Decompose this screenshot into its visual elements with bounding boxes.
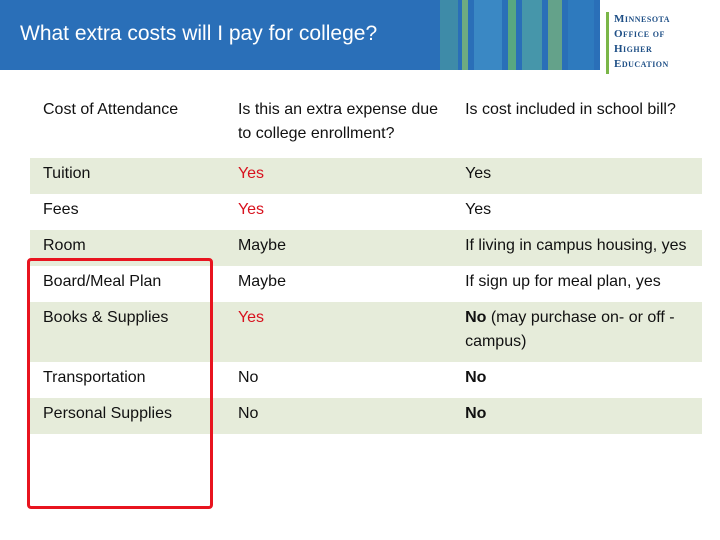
logo: Minnesota Office of Higher Education	[600, 0, 720, 90]
header-cost-of-attendance: Cost of Attendance	[30, 94, 225, 158]
table-header-row: Cost of Attendance Is this an extra expe…	[30, 94, 702, 158]
cost-table: Cost of Attendance Is this an extra expe…	[30, 94, 702, 434]
row-extra: Yes	[224, 194, 453, 230]
row-extra: Maybe	[224, 230, 453, 266]
logo-text: Minnesota Office of Higher Education	[614, 12, 670, 72]
table-row: Tuition Yes Yes	[30, 158, 702, 194]
included-note: (may purchase on- or off -campus)	[465, 309, 675, 350]
slide-title: What extra costs will I pay for college?	[20, 22, 378, 45]
row-extra: Yes	[224, 302, 453, 362]
table-row: Board/Meal Plan Maybe If sign up for mea…	[30, 266, 702, 302]
header-extra-expense: Is this an extra expense due to college …	[224, 94, 453, 158]
logo-mark	[606, 12, 609, 74]
row-item: Tuition	[30, 158, 225, 194]
row-included: No	[452, 398, 702, 434]
table-row: Fees Yes Yes	[30, 194, 702, 230]
row-item: Books & Supplies	[30, 302, 225, 362]
decorative-stripes	[440, 0, 600, 70]
logo-line: Education	[614, 58, 669, 70]
row-extra: Maybe	[224, 266, 453, 302]
row-included: No	[452, 362, 702, 398]
row-item: Fees	[30, 194, 225, 230]
row-included: No (may purchase on- or off -campus)	[452, 302, 702, 362]
table-row: Books & Supplies Yes No (may purchase on…	[30, 302, 702, 362]
logo-line: Higher	[614, 43, 653, 55]
header-included-in-bill: Is cost included in school bill?	[452, 94, 702, 158]
row-extra: Yes	[224, 158, 453, 194]
row-included: If living in campus housing, yes	[452, 230, 702, 266]
row-item: Personal Supplies	[30, 398, 225, 434]
row-extra: No	[224, 362, 453, 398]
table-row: Transportation No No	[30, 362, 702, 398]
row-extra: No	[224, 398, 453, 434]
row-item: Board/Meal Plan	[30, 266, 225, 302]
logo-line: Office of	[614, 28, 665, 40]
row-item: Transportation	[30, 362, 225, 398]
row-item: Room	[30, 230, 225, 266]
included-value: No	[465, 309, 487, 326]
table-row: Personal Supplies No No	[30, 398, 702, 434]
table-row: Room Maybe If living in campus housing, …	[30, 230, 702, 266]
row-included: Yes	[452, 158, 702, 194]
row-included: If sign up for meal plan, yes	[452, 266, 702, 302]
row-included: Yes	[452, 194, 702, 230]
logo-line: Minnesota	[614, 13, 671, 25]
